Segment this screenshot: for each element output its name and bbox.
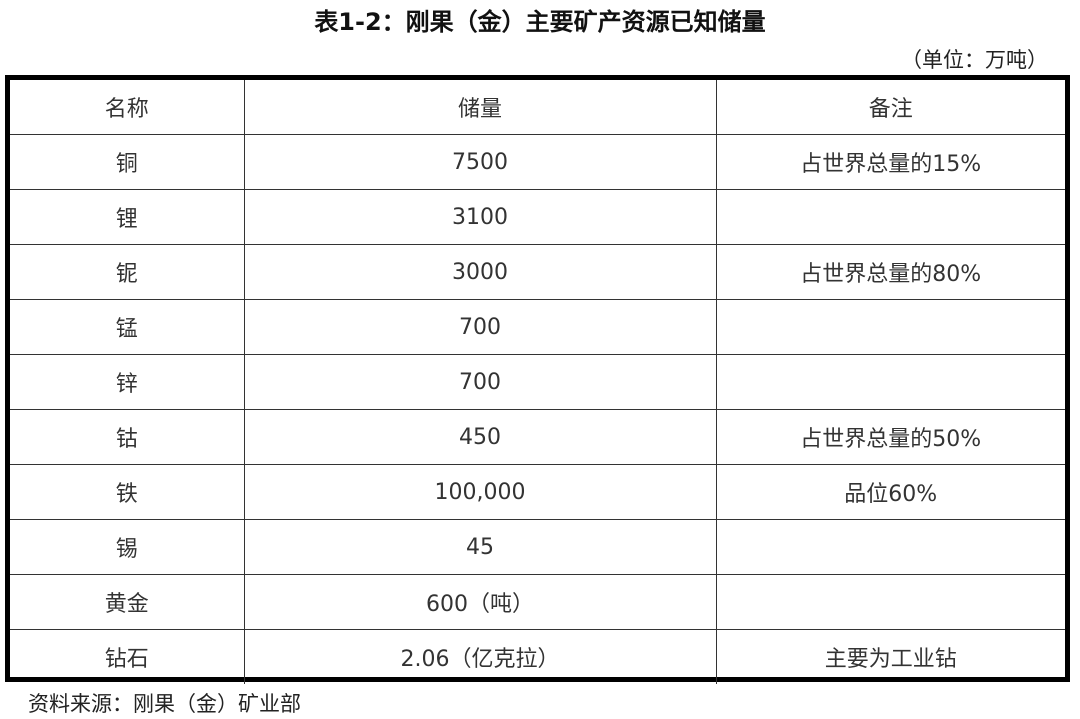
cell-note bbox=[715, 189, 1065, 245]
table-row: 锰 700 bbox=[10, 299, 1065, 355]
cell-name: 钻石 bbox=[10, 629, 245, 684]
cell-note: 占世界总量的80% bbox=[715, 244, 1065, 300]
table-row: 锂 3100 bbox=[10, 189, 1065, 245]
table-row: 铜 7500 占世界总量的15% bbox=[10, 134, 1065, 190]
table-row: 铁 100,000 品位60% bbox=[10, 464, 1065, 520]
cell-reserve: 700 bbox=[243, 354, 717, 410]
table-row: 钻石 2.06（亿克拉） 主要为工业钻 bbox=[10, 629, 1065, 684]
cell-note bbox=[715, 299, 1065, 355]
table-row: 锡 45 bbox=[10, 519, 1065, 575]
unit-note: （单位：万吨） bbox=[901, 48, 1048, 72]
header-note: 备注 bbox=[715, 80, 1065, 135]
cell-note: 品位60% bbox=[715, 464, 1065, 520]
cell-reserve: 2.06（亿克拉） bbox=[243, 629, 717, 684]
table-header-row: 名称 储量 备注 bbox=[10, 80, 1065, 135]
cell-name: 锰 bbox=[10, 299, 245, 355]
source-note: 资料来源：刚果（金）矿业部 bbox=[28, 692, 301, 716]
cell-name: 锌 bbox=[10, 354, 245, 410]
cell-name: 钴 bbox=[10, 409, 245, 465]
cell-reserve: 700 bbox=[243, 299, 717, 355]
cell-reserve: 450 bbox=[243, 409, 717, 465]
cell-reserve: 7500 bbox=[243, 134, 717, 190]
table-row: 钴 450 占世界总量的50% bbox=[10, 409, 1065, 465]
cell-note: 占世界总量的50% bbox=[715, 409, 1065, 465]
cell-name: 黄金 bbox=[10, 574, 245, 630]
cell-name: 锂 bbox=[10, 189, 245, 245]
cell-name: 铁 bbox=[10, 464, 245, 520]
cell-note: 占世界总量的15% bbox=[715, 134, 1065, 190]
table-title: 表1-2：刚果（金）主要矿产资源已知储量 bbox=[314, 8, 766, 36]
cell-reserve: 600（吨） bbox=[243, 574, 717, 630]
cell-reserve: 3100 bbox=[243, 189, 717, 245]
cell-name: 铌 bbox=[10, 244, 245, 300]
cell-name: 铜 bbox=[10, 134, 245, 190]
reserves-table: 名称 储量 备注 铜 7500 占世界总量的15% 锂 3100 铌 3000 占世界总量的8… bbox=[5, 75, 1070, 684]
cell-reserve: 100,000 bbox=[243, 464, 717, 520]
header-reserve: 储量 bbox=[243, 80, 717, 135]
header-name: 名称 bbox=[10, 80, 245, 135]
cell-note bbox=[715, 354, 1065, 410]
cell-note: 主要为工业钻 bbox=[715, 629, 1065, 684]
cell-name: 锡 bbox=[10, 519, 245, 575]
cell-reserve: 45 bbox=[243, 519, 717, 575]
table-row: 黄金 600（吨） bbox=[10, 574, 1065, 630]
cell-note bbox=[715, 574, 1065, 630]
table-row: 锌 700 bbox=[10, 354, 1065, 410]
cell-note bbox=[715, 519, 1065, 575]
cell-reserve: 3000 bbox=[243, 244, 717, 300]
table-row: 铌 3000 占世界总量的80% bbox=[10, 244, 1065, 300]
